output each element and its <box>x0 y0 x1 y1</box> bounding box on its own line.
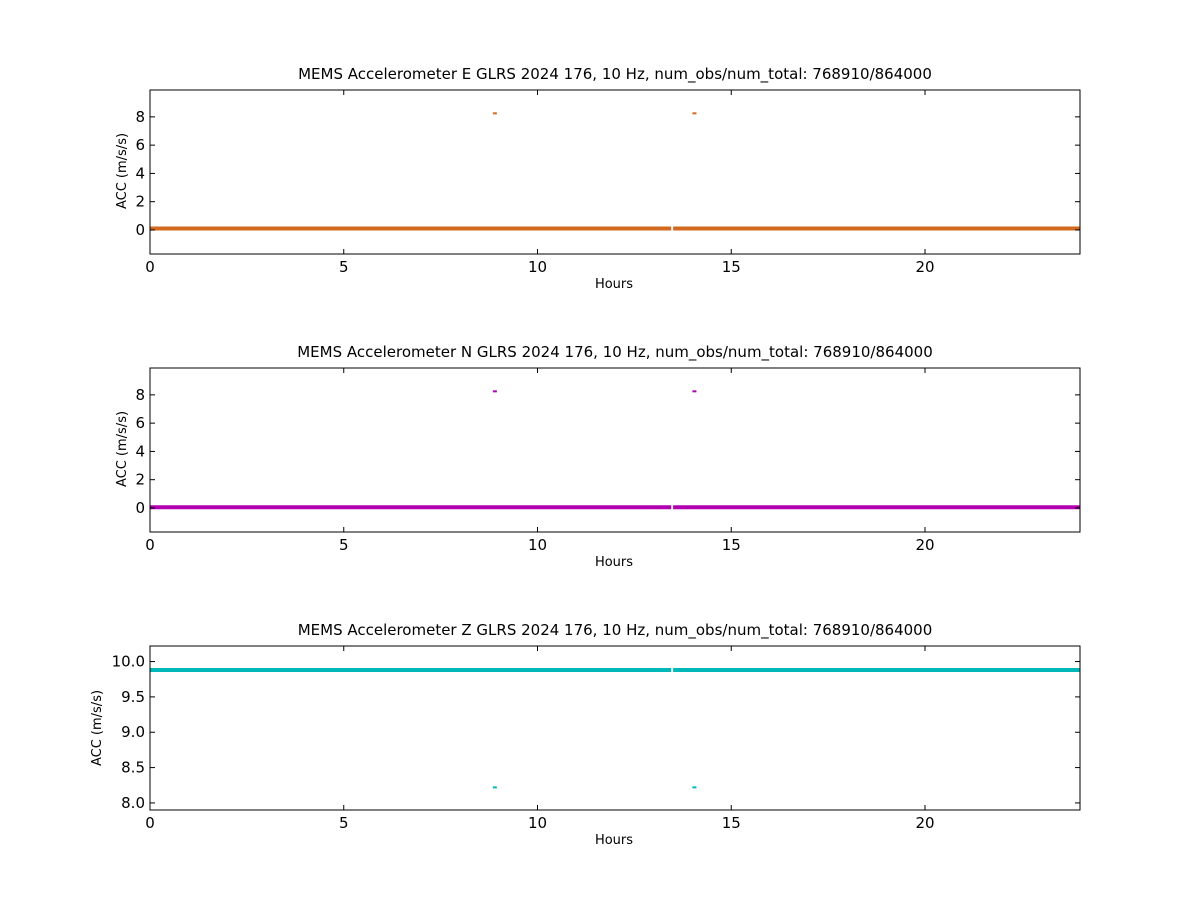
y-tick-label: 9.0 <box>121 723 145 741</box>
y-tick-label: 8 <box>135 108 145 126</box>
y-tick-label: 2 <box>135 193 145 211</box>
x-tick-label: 0 <box>145 258 155 276</box>
panel-title: MEMS Accelerometer N GLRS 2024 176, 10 H… <box>297 343 933 362</box>
data-point <box>492 390 497 393</box>
data-marks <box>150 668 1080 789</box>
y-axis-label: ACC (m/s/s) <box>115 411 130 487</box>
x-tick-label: 5 <box>339 814 349 832</box>
plot-frame <box>149 89 1081 255</box>
x-tick-label: 10 <box>528 258 547 276</box>
x-tick-label: 15 <box>722 814 741 832</box>
y-axis-label: ACC (m/s/s) <box>90 690 105 766</box>
y-tick-label: 6 <box>135 136 145 154</box>
y-tick-label: 2 <box>135 471 145 489</box>
y-tick-label: 10.0 <box>112 653 145 671</box>
x-tick-label: 10 <box>528 814 547 832</box>
x-tick-label: 15 <box>722 536 741 554</box>
data-point <box>692 786 697 789</box>
x-tick-label: 0 <box>145 814 155 832</box>
panel-east: MEMS Accelerometer E GLRS 2024 176, 10 H… <box>115 65 1081 292</box>
x-tick-label: 20 <box>915 536 934 554</box>
x-axis-label: Hours <box>595 555 633 570</box>
y-tick-label: 6 <box>135 414 145 432</box>
y-tick-label: 8 <box>135 386 145 404</box>
x-axis-label: Hours <box>595 833 633 848</box>
ticks: 0 5 10 15 20 8.0 8.5 9.0 9.5 10.0 <box>112 646 1080 832</box>
ticks: 0 5 10 15 20 0 2 4 6 8 <box>135 90 1080 276</box>
data-point <box>692 390 697 393</box>
panel-title: MEMS Accelerometer Z GLRS 2024 176, 10 H… <box>298 621 933 640</box>
data-point <box>492 112 497 115</box>
panel-vertical: MEMS Accelerometer Z GLRS 2024 176, 10 H… <box>90 621 1081 848</box>
ticks: 0 5 10 15 20 0 2 4 6 8 <box>135 368 1080 554</box>
x-tick-label: 15 <box>722 258 741 276</box>
x-tick-label: 20 <box>915 814 934 832</box>
data-point <box>492 786 497 789</box>
plot-frame <box>149 645 1081 811</box>
panel-north: MEMS Accelerometer N GLRS 2024 176, 10 H… <box>115 343 1081 570</box>
x-tick-label: 0 <box>145 536 155 554</box>
x-tick-label: 5 <box>339 536 349 554</box>
x-tick-label: 5 <box>339 258 349 276</box>
x-axis-label: Hours <box>595 277 633 292</box>
y-tick-label: 9.5 <box>121 688 145 706</box>
plot-frame <box>149 367 1081 533</box>
x-tick-label: 20 <box>915 258 934 276</box>
x-tick-label: 10 <box>528 536 547 554</box>
y-tick-label: 4 <box>135 442 145 460</box>
data-marks <box>150 112 1080 231</box>
y-axis-label: ACC (m/s/s) <box>115 133 130 209</box>
y-tick-label: 0 <box>135 221 145 239</box>
data-marks <box>150 390 1080 510</box>
y-tick-label: 4 <box>135 164 145 182</box>
panel-title: MEMS Accelerometer E GLRS 2024 176, 10 H… <box>298 65 932 84</box>
y-tick-label: 8.5 <box>121 759 145 777</box>
y-tick-label: 0 <box>135 499 145 517</box>
data-point <box>692 112 697 115</box>
y-tick-label: 8.0 <box>121 794 145 812</box>
